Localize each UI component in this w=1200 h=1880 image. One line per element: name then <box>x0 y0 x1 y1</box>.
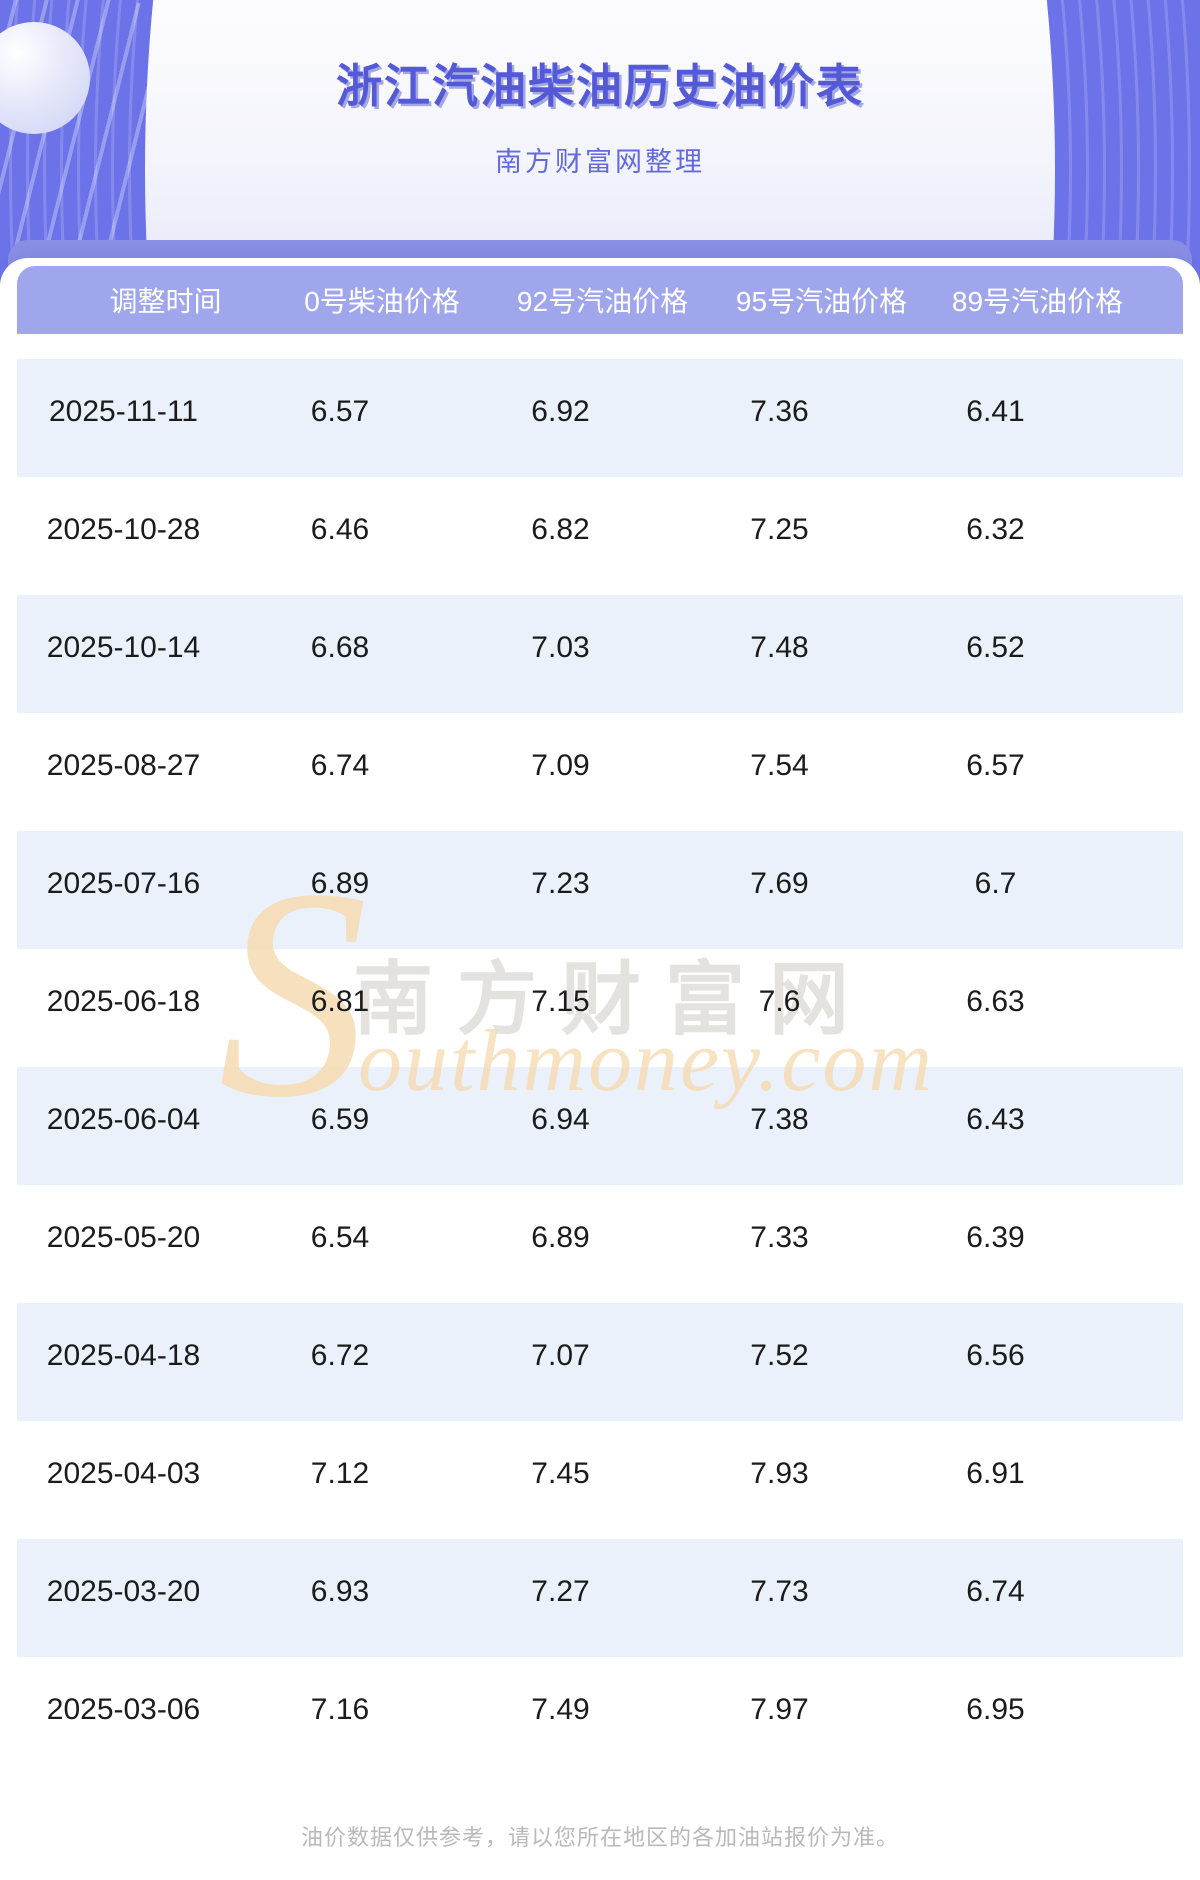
price-cell: 7.93 <box>750 1457 809 1490</box>
price-cell: 7.27 <box>531 1575 590 1608</box>
price-cell: 6.63 <box>966 985 1025 1018</box>
price-cell: 6.89 <box>310 867 370 900</box>
table-row: 2025-10-14 6.68 7.03 7.48 6.52 <box>17 595 1183 713</box>
price-cell: 7.73 <box>750 1575 809 1608</box>
table-row: 2025-05-20 6.54 6.89 7.33 6.39 <box>17 1185 1183 1303</box>
hero-circle-decoration <box>0 22 90 134</box>
table-row: 2025-04-03 7.12 7.45 7.93 6.91 <box>17 1421 1183 1539</box>
price-cell: 6.52 <box>966 631 1025 664</box>
price-cell: 7.49 <box>531 1693 590 1726</box>
table-row: 2025-08-27 6.74 7.09 7.54 6.57 <box>17 713 1183 831</box>
price-cell: 6.74 <box>310 749 370 782</box>
price-cell: 6.68 <box>310 631 370 664</box>
table-row: 2025-04-18 6.72 7.07 7.52 6.56 <box>17 1303 1183 1421</box>
price-cell: 6.94 <box>531 1103 590 1136</box>
date-cell: 2025-05-20 <box>46 1221 201 1254</box>
date-cell: 2025-03-06 <box>46 1693 201 1726</box>
table-row: 2025-11-11 6.57 6.92 7.36 6.41 <box>17 359 1183 477</box>
price-cell: 6.46 <box>310 513 370 546</box>
price-cell: 6.89 <box>531 1221 590 1254</box>
date-cell: 2025-04-03 <box>46 1457 201 1490</box>
price-cell: 6.95 <box>966 1693 1025 1726</box>
price-cell: 7.07 <box>531 1339 590 1372</box>
table-row: 2025-06-18 6.81 7.15 7.6 6.63 <box>17 949 1183 1067</box>
date-cell: 2025-06-04 <box>46 1103 201 1136</box>
price-cell: 6.32 <box>966 513 1025 546</box>
price-cell: 7.38 <box>750 1103 809 1136</box>
table-row: 2025-06-04 6.59 6.94 7.38 6.43 <box>17 1067 1183 1185</box>
price-cell: 7.03 <box>531 631 590 664</box>
date-cell: 2025-06-18 <box>46 985 201 1018</box>
price-cell: 7.25 <box>750 513 809 546</box>
price-cell: 7.36 <box>750 395 809 428</box>
page-title: 浙江汽油柴油历史油价表 <box>336 60 864 112</box>
table-row: 2025-03-20 6.93 7.27 7.73 6.74 <box>17 1539 1183 1657</box>
price-cell: 7.09 <box>531 749 590 782</box>
price-cell: 6.54 <box>310 1221 370 1254</box>
column-header: 调整时间 <box>109 286 222 317</box>
table-row: 2025-07-16 6.89 7.23 7.69 6.7 <box>17 831 1183 949</box>
price-cell: 6.43 <box>966 1103 1025 1136</box>
date-cell: 2025-11-11 <box>48 395 198 428</box>
price-cell: 7.45 <box>531 1457 590 1490</box>
price-cell: 6.93 <box>310 1575 370 1608</box>
column-header: 95号汽油价格 <box>735 286 908 317</box>
price-cell: 7.52 <box>750 1339 809 1372</box>
date-cell: 2025-03-20 <box>46 1575 201 1608</box>
date-cell: 2025-08-27 <box>46 749 201 782</box>
table-card: 调整时间 0号柴油价格 92号汽油价格 95号汽油价格 89号汽油价格 S 南方财富网 … <box>0 258 1200 1880</box>
price-cell: 6.82 <box>531 513 590 546</box>
price-cell: 7.48 <box>750 631 809 664</box>
page-subtitle: 南方财富网整理 <box>495 147 705 177</box>
table-header-band: 调整时间 0号柴油价格 92号汽油价格 95号汽油价格 89号汽油价格 <box>17 266 1183 334</box>
price-cell: 7.15 <box>531 985 590 1018</box>
price-cell: 7.54 <box>750 749 809 782</box>
price-cell: 7.16 <box>310 1693 370 1726</box>
price-cell: 6.57 <box>966 749 1025 782</box>
price-cell: 6.57 <box>310 395 370 428</box>
table-header-row: 调整时间 0号柴油价格 92号汽油价格 95号汽油价格 89号汽油价格 <box>59 266 1183 334</box>
price-cell: 7.6 <box>758 985 801 1018</box>
table-row: 2025-03-06 7.16 7.49 7.97 6.95 <box>17 1657 1183 1775</box>
price-cell: 6.7 <box>974 867 1017 900</box>
footer-note: 油价数据仅供参考，请以您所在地区的各加油站报价为准。 <box>300 1825 899 1850</box>
price-cell: 6.81 <box>310 985 370 1018</box>
price-cell: 6.59 <box>310 1103 370 1136</box>
date-cell: 2025-10-14 <box>46 631 201 664</box>
table-row: 2025-10-28 6.46 6.82 7.25 6.32 <box>17 477 1183 595</box>
date-cell: 2025-04-18 <box>46 1339 201 1372</box>
date-cell: 2025-10-28 <box>46 513 201 546</box>
price-cell: 7.23 <box>531 867 590 900</box>
price-cell: 6.92 <box>531 395 590 428</box>
price-cell: 6.72 <box>310 1339 370 1372</box>
hero-ring-decoration <box>9 0 1191 300</box>
column-header: 89号汽油价格 <box>951 286 1124 317</box>
column-header: 0号柴油价格 <box>304 286 460 317</box>
price-cell: 7.12 <box>310 1457 370 1490</box>
price-cell: 7.33 <box>750 1221 809 1254</box>
price-cell: 6.74 <box>966 1575 1025 1608</box>
price-cell: 6.39 <box>966 1221 1025 1254</box>
price-cell: 6.56 <box>966 1339 1025 1372</box>
price-cell: 7.69 <box>750 867 809 900</box>
price-cell: 7.97 <box>750 1693 809 1726</box>
table-body: 2025-11-11 6.57 6.92 7.36 6.41 2025-10-28 6.46… <box>17 359 1183 1775</box>
price-cell: 6.91 <box>966 1457 1025 1490</box>
date-cell: 2025-07-16 <box>46 867 201 900</box>
column-header: 92号汽油价格 <box>516 286 689 317</box>
price-cell: 6.41 <box>966 395 1025 428</box>
